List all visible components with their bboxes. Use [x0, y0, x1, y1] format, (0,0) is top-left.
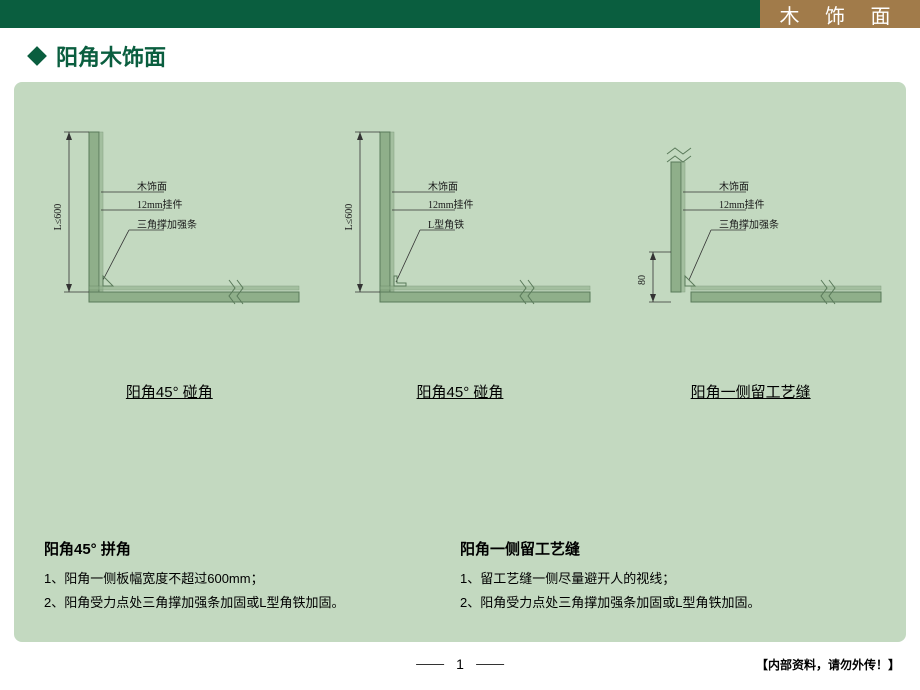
- page-number: 1: [416, 656, 504, 672]
- notes-row: 阳角45° 拼角 1、阳角一侧板幅宽度不超过600mm； 2、阳角受力点处三角撑…: [44, 538, 876, 616]
- svg-text:12mm挂件: 12mm挂件: [719, 198, 765, 211]
- svg-text:80: 80: [637, 275, 648, 285]
- confidential-notice: 【内部资料，请勿外传！】: [756, 656, 900, 673]
- svg-text:木饰面: 木饰面: [719, 180, 749, 193]
- note-1-title: 阳角45° 拼角: [44, 538, 440, 559]
- note-1-line-1: 1、阳角一侧板幅宽度不超过600mm；: [44, 567, 440, 592]
- diagram-2: L≤600 木饰面 12mm挂件 L型角铁 阳角45° 碰角: [320, 102, 600, 402]
- title-row: 阳角木饰面: [0, 28, 920, 82]
- header-bar-green: [0, 0, 760, 28]
- header-bar: 木 饰 面: [0, 0, 920, 28]
- svg-text:12mm挂件: 12mm挂件: [428, 198, 474, 211]
- svg-text:L≤600: L≤600: [344, 204, 355, 231]
- note-block-2: 阳角一侧留工艺缝 1、留工艺缝一侧尽量避开人的视线； 2、阳角受力点处三角撑加强…: [460, 538, 876, 616]
- diagram-2-svg: L≤600 木饰面 12mm挂件 L型角铁: [320, 102, 600, 362]
- diagram-1-caption: 阳角45° 碰角: [126, 381, 213, 402]
- page-number-value: 1: [456, 656, 464, 672]
- note-2-line-2: 2、阳角受力点处三角撑加强条加固或L型角铁加固。: [460, 591, 856, 616]
- svg-text:L型角铁: L型角铁: [428, 218, 464, 231]
- note-1-line-2: 2、阳角受力点处三角撑加强条加固或L型角铁加固。: [44, 591, 440, 616]
- page-title: 阳角木饰面: [56, 40, 166, 72]
- diagram-3-svg: 80 木饰面 12mm挂件 三角撑加强条: [611, 102, 891, 362]
- diagram-3: 80 木饰面 12mm挂件 三角撑加强条 阳角一侧留工艺缝: [611, 102, 891, 402]
- diamond-icon: [27, 46, 47, 66]
- diagram-3-caption: 阳角一侧留工艺缝: [691, 381, 811, 402]
- svg-text:12mm挂件: 12mm挂件: [137, 198, 183, 211]
- main-panel: L≤600 木饰面 12mm挂件 三角撑加强条 阳角45° 碰角: [14, 82, 906, 642]
- note-2-title: 阳角一侧留工艺缝: [460, 538, 856, 559]
- diagram-1-svg: L≤600 木饰面 12mm挂件 三角撑加强条: [29, 102, 309, 362]
- header-category: 木 饰 面: [760, 0, 920, 28]
- diagrams-row: L≤600 木饰面 12mm挂件 三角撑加强条 阳角45° 碰角: [24, 102, 896, 402]
- svg-text:木饰面: 木饰面: [137, 180, 167, 193]
- svg-text:L≤600: L≤600: [53, 204, 64, 231]
- diagram-1: L≤600 木饰面 12mm挂件 三角撑加强条 阳角45° 碰角: [29, 102, 309, 402]
- svg-text:三角撑加强条: 三角撑加强条: [719, 218, 779, 231]
- svg-text:木饰面: 木饰面: [428, 180, 458, 193]
- footer: 1 【内部资料，请勿外传！】: [0, 656, 920, 680]
- diagram-2-caption: 阳角45° 碰角: [417, 381, 504, 402]
- note-2-line-1: 1、留工艺缝一侧尽量避开人的视线；: [460, 567, 856, 592]
- svg-text:三角撑加强条: 三角撑加强条: [137, 218, 197, 231]
- note-block-1: 阳角45° 拼角 1、阳角一侧板幅宽度不超过600mm； 2、阳角受力点处三角撑…: [44, 538, 460, 616]
